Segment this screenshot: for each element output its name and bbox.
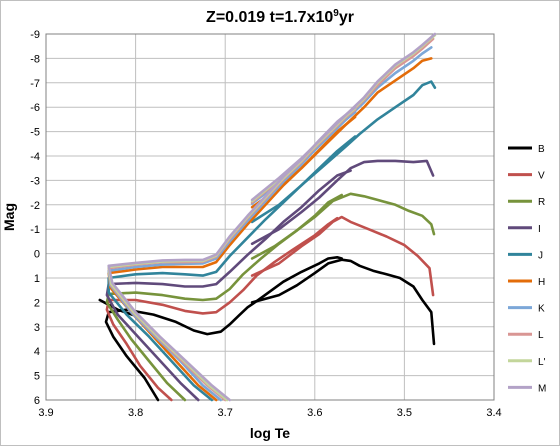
y-tick-labels: -9 -8 -7 -6 -5 -4 -3 -2 -1 0 1 2 3 4 5 6 — [30, 29, 40, 407]
y-tick-label: -4 — [30, 151, 40, 163]
y-tick-label: -6 — [30, 102, 40, 114]
series-lines — [98, 32, 437, 402]
series-line-h — [250, 57, 433, 209]
x-tick-label: 3.8 — [128, 407, 143, 419]
legend-label-l-prime: L' — [538, 357, 546, 368]
chart-title-suffix: yr — [339, 9, 354, 26]
x-axis-title: log Te — [250, 425, 290, 441]
chart-title-exponent: 9 — [333, 8, 339, 19]
x-tick-label: 3.5 — [397, 407, 412, 419]
y-tick-label: -7 — [30, 78, 40, 90]
x-tick-label: 3.9 — [38, 407, 53, 419]
y-tick-label: 5 — [34, 371, 40, 383]
legend-label-j: J — [538, 250, 543, 261]
y-tick-label: 2 — [34, 297, 40, 309]
series-line-b — [250, 258, 436, 346]
plot-area-border — [45, 33, 495, 401]
y-tick-label: 1 — [34, 273, 40, 285]
y-tick-label: -8 — [30, 53, 40, 65]
y-tick-label: -9 — [30, 29, 40, 41]
chart-title: Z=0.019 t=1.7x109yr — [206, 8, 354, 26]
legend-label-k: K — [538, 304, 545, 315]
y-tick-label: -5 — [30, 127, 40, 139]
chart-title-main: Z=0.019 t=1.7x10 — [206, 9, 333, 26]
legend-label-i: I — [538, 224, 541, 235]
y-tick-label: -3 — [30, 175, 40, 187]
legend: B V R I J H K L L' M — [508, 144, 546, 394]
series-line-b — [98, 298, 137, 318]
series-line-b — [104, 255, 344, 402]
legend-label-v: V — [538, 171, 545, 182]
y-axis-title: Mag — [1, 203, 17, 231]
series-line-v — [105, 216, 339, 402]
series-line-i — [250, 159, 435, 246]
y-tick-label: -2 — [30, 200, 40, 212]
x-tick-labels: 3.9 3.8 3.7 3.6 3.5 3.4 — [38, 407, 501, 419]
y-tick-label: 0 — [34, 249, 40, 261]
y-tick-label: 4 — [34, 346, 40, 358]
series-line-r — [250, 192, 436, 260]
y-tick-label: -1 — [30, 224, 40, 236]
y-tick-label: 3 — [34, 322, 40, 334]
legend-label-h: H — [538, 277, 545, 288]
legend-label-r: R — [538, 197, 545, 208]
y-tick-label: 6 — [34, 395, 40, 407]
series-line-j — [250, 80, 437, 224]
legend-label-l: L — [538, 330, 544, 341]
legend-label-m: M — [538, 383, 546, 394]
x-tick-label: 3.6 — [307, 407, 322, 419]
x-tick-label: 3.7 — [218, 407, 233, 419]
series-line-i — [105, 169, 352, 402]
legend-label-b: B — [538, 144, 545, 155]
x-tick-label: 3.4 — [486, 407, 501, 419]
series-line-m — [250, 32, 437, 202]
series-line-v — [250, 215, 435, 297]
